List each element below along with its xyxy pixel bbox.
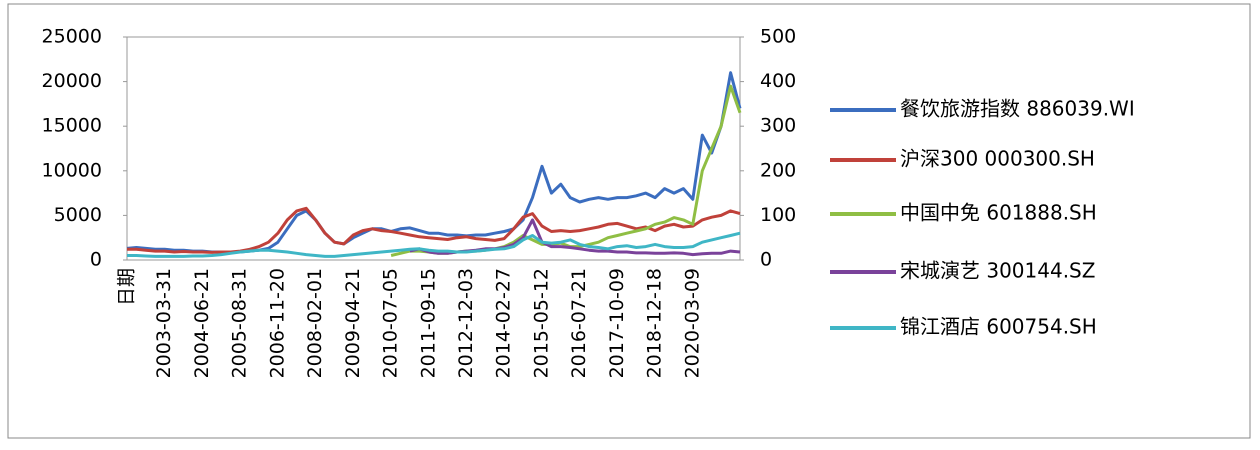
x-tick-label: 2006-11-20 — [266, 268, 288, 378]
series-line — [127, 206, 741, 254]
legend-label: 中国中免 601888.SH — [900, 201, 1097, 225]
x-tick-label: 2005-08-31 — [229, 268, 251, 378]
x-tick-label: 2016-07-21 — [568, 268, 590, 378]
x-tick-label: 2017-10-09 — [606, 268, 628, 378]
x-tick-label: 2004-06-21 — [191, 268, 213, 378]
x-tick-label: 2009-04-21 — [342, 268, 364, 378]
x-tick-label: 2020-03-09 — [681, 268, 703, 378]
legend: 餐饮旅游指数 886039.WI 沪深300 000300.SH 中国中免 6018… — [830, 97, 1135, 339]
legend-label: 宋城演艺 300144.SZ — [900, 259, 1095, 283]
y2-tick-label: 300 — [760, 115, 796, 137]
x-tick-label: 日期 — [116, 268, 138, 306]
series-line — [126, 71, 742, 254]
y2-tick-label: 200 — [760, 159, 796, 181]
x-tick-label: 2008-02-01 — [304, 268, 326, 378]
legend-label: 餐饮旅游指数 886039.WI — [900, 97, 1135, 121]
y-tick-label: 20000 — [42, 70, 102, 92]
y-tick-label: 10000 — [42, 159, 102, 181]
legend-label: 沪深300 000300.SH — [900, 147, 1095, 171]
x-tick-label: 2018-12-18 — [644, 268, 666, 378]
x-tick-label: 2015-05-12 — [530, 268, 552, 378]
y2-tick-label: 400 — [760, 70, 796, 92]
y2-tick-label: 100 — [760, 204, 796, 226]
x-tick-label: 2011-09-15 — [417, 268, 439, 378]
y2-tick-label: 500 — [760, 26, 796, 48]
series-line — [127, 231, 741, 258]
y-tick-label: 25000 — [42, 26, 102, 48]
x-tick-label: 2010-07-05 — [380, 268, 402, 378]
y-tick-label: 15000 — [42, 115, 102, 137]
x-tick-label: 2003-03-31 — [153, 268, 175, 378]
x-tick-label: 2012-12-03 — [455, 268, 477, 378]
x-tick-label: 2014-02-27 — [493, 268, 515, 378]
y-tick-label: 0 — [90, 249, 102, 271]
y2-tick-label: 0 — [760, 249, 772, 271]
chart-frame — [7, 3, 1251, 439]
legend-label: 锦江酒店 600754.SH — [900, 315, 1097, 339]
plot-area — [126, 36, 741, 261]
y-tick-label: 5000 — [54, 204, 102, 226]
